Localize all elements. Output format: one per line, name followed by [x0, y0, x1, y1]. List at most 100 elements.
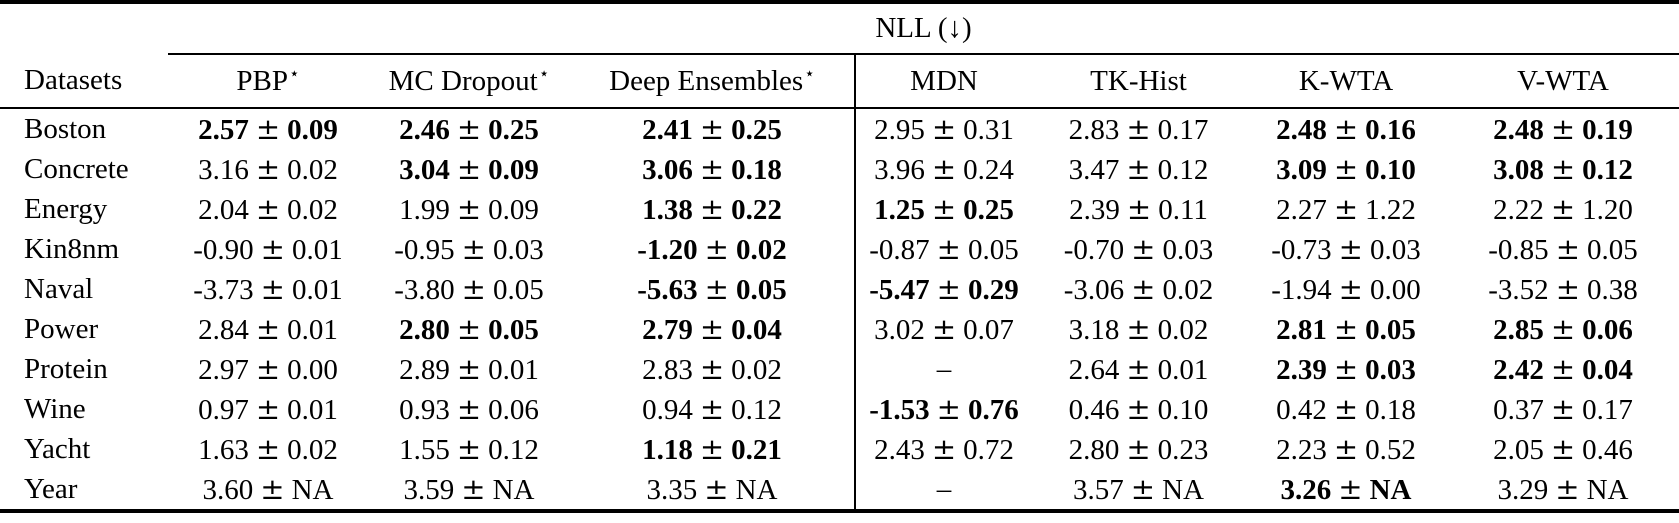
plus-minus-sign: ±: [931, 191, 957, 226]
star-superscript-icon: ⋆: [804, 63, 815, 84]
std-value: 0.02: [287, 433, 338, 466]
plus-minus-sign: ±: [1338, 231, 1363, 266]
result-cell: –: [855, 469, 1032, 511]
mean-value: 2.05: [1493, 433, 1544, 466]
std-value: 0.01: [287, 393, 338, 426]
std-value: 0.76: [967, 393, 1019, 426]
result-cell: 2.80 ±0.23: [1032, 429, 1245, 469]
plus-minus-sign: ±: [1130, 471, 1156, 506]
std-value: 0.05: [492, 273, 544, 306]
std-value: 0.31: [963, 113, 1014, 146]
result-cell: 2.39 ±0.11: [1032, 189, 1245, 229]
missing-value: –: [936, 352, 952, 385]
result-cell: 2.04 ±0.02: [168, 189, 368, 229]
mean-value: -5.47: [869, 273, 930, 306]
plus-minus-sign: ±: [1555, 471, 1580, 506]
result-cell: -5.47 ±0.29: [855, 269, 1032, 309]
mean-value: 2.95: [874, 113, 925, 146]
result-cell: -5.63 ±0.05: [570, 269, 856, 309]
mean-value: 3.08: [1493, 153, 1544, 186]
result-cell: 2.85 ±0.06: [1447, 309, 1679, 349]
std-value: 0.25: [963, 193, 1014, 226]
std-value: 0.29: [967, 273, 1019, 306]
table-row-concrete: Concrete 3.16 ±0.02 3.04 ±0.09 3.06 ±0.18 3.96 ±…: [0, 149, 1679, 189]
result-cell: 3.47 ±0.12: [1032, 149, 1245, 189]
result-cell: 2.23 ±0.52: [1245, 429, 1447, 469]
plus-minus-sign: ±: [456, 311, 482, 346]
column-label: TK-Hist: [1090, 64, 1187, 97]
plus-minus-sign: ±: [931, 151, 957, 186]
mean-value: 1.25: [874, 193, 925, 226]
result-cell: 1.99 ±0.09: [368, 189, 570, 229]
std-value: 0.09: [488, 153, 539, 186]
result-cell: 3.60 ± NA: [168, 469, 368, 511]
result-cell: 2.64 ±0.01: [1032, 349, 1245, 389]
mean-value: 1.99: [399, 193, 450, 226]
std-value: NA: [1369, 473, 1412, 506]
result-cell: 3.06 ±0.18: [570, 149, 856, 189]
plus-minus-sign: ±: [255, 191, 281, 226]
std-value: 0.01: [291, 273, 343, 306]
plus-minus-sign: ±: [461, 231, 486, 266]
plus-minus-sign: ±: [1550, 191, 1576, 226]
plus-minus-sign: ±: [699, 431, 725, 466]
plus-minus-sign: ±: [704, 471, 729, 506]
mean-value: 2.97: [198, 353, 249, 386]
std-value: 0.02: [1157, 313, 1209, 346]
mean-value: 2.43: [874, 433, 925, 466]
column-header-k-wta: K-WTA: [1245, 54, 1447, 109]
std-value: 0.02: [287, 193, 338, 226]
plus-minus-sign: ±: [1550, 311, 1576, 346]
std-value: 0.01: [287, 313, 338, 346]
plus-minus-sign: ±: [456, 111, 482, 146]
mean-value: 2.46: [399, 113, 450, 146]
column-label: Datasets: [24, 64, 123, 96]
std-value: 0.05: [1587, 233, 1638, 266]
mean-value: 2.57: [198, 113, 249, 146]
std-value: 0.03: [1369, 233, 1421, 266]
mean-value: 2.04: [198, 193, 249, 226]
plus-minus-sign: ±: [1333, 111, 1359, 146]
column-header-row: Datasets PBP⋆ MC Dropout⋆ Deep Ensembles⋆ MD…: [0, 54, 1679, 109]
plus-minus-sign: ±: [456, 431, 482, 466]
plus-minus-sign: ±: [1550, 431, 1576, 466]
plus-minus-sign: ±: [1126, 431, 1151, 466]
result-cell: 1.18 ±0.21: [570, 429, 856, 469]
result-cell: –: [855, 349, 1032, 389]
result-cell: 3.96 ±0.24: [855, 149, 1032, 189]
mean-value: -5.63: [637, 273, 698, 306]
mean-value: -0.90: [193, 233, 254, 266]
std-value: 0.12: [1582, 153, 1633, 186]
mean-value: -3.52: [1488, 273, 1549, 306]
plus-minus-sign: ±: [1555, 271, 1580, 306]
result-cell: 0.94 ±0.12: [570, 389, 856, 429]
std-value: 0.05: [488, 313, 539, 346]
result-cell: 3.02 ±0.07: [855, 309, 1032, 349]
table-row-year: Year 3.60 ± NA 3.59 ± NA 3.35 ± NA –3.57 ± NA 3.26 ± NA…: [0, 469, 1679, 511]
mean-value: 0.97: [198, 393, 249, 426]
std-value: 0.02: [287, 153, 338, 186]
plus-minus-sign: ±: [1338, 271, 1363, 306]
mean-value: -0.85: [1488, 233, 1549, 266]
std-value: 0.06: [488, 393, 539, 426]
std-value: 0.24: [963, 153, 1014, 186]
std-value: 0.02: [735, 233, 787, 266]
result-cell: 0.37 ±0.17: [1447, 389, 1679, 429]
mean-value: 1.38: [642, 193, 693, 226]
mean-value: 3.02: [874, 313, 925, 346]
std-value: NA: [291, 473, 334, 506]
result-cell: 3.08 ±0.12: [1447, 149, 1679, 189]
plus-minus-sign: ±: [699, 111, 725, 146]
result-cell: 0.42 ±0.18: [1245, 389, 1447, 429]
plus-minus-sign: ±: [255, 111, 281, 146]
mean-value: 3.16: [198, 153, 249, 186]
mean-value: 2.85: [1493, 313, 1544, 346]
mean-value: 2.84: [198, 313, 249, 346]
std-value: 0.38: [1587, 273, 1638, 306]
result-cell: 3.09 ±0.10: [1245, 149, 1447, 189]
result-cell: 2.48 ±0.16: [1245, 108, 1447, 149]
mean-value: 3.59: [403, 473, 455, 506]
column-header-tk-hist: TK-Hist: [1032, 54, 1245, 109]
result-cell: -0.85 ±0.05: [1447, 229, 1679, 269]
